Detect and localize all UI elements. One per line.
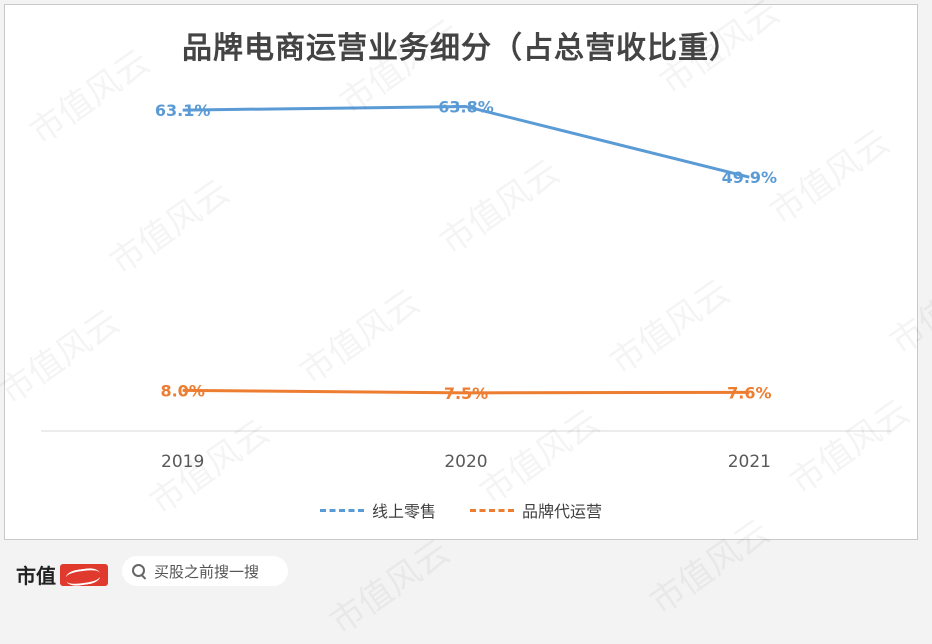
search-icon <box>132 564 146 578</box>
bottom-bar: 市值 买股之前搜一搜 <box>0 540 932 612</box>
legend-item-online-retail: 线上零售 <box>320 498 436 522</box>
legend-item-brand-operation: 品牌代运营 <box>470 498 602 522</box>
x-tick-label: 2021 <box>728 452 771 472</box>
brand-name: 市值 <box>16 560 56 589</box>
brand-logo-icon <box>60 564 108 586</box>
data-label: 63.8% <box>438 98 494 117</box>
x-tick-label: 2019 <box>161 452 204 472</box>
x-tick-label: 2020 <box>444 452 487 472</box>
data-label: 7.6% <box>727 383 771 402</box>
search-box[interactable]: 买股之前搜一搜 <box>122 556 288 586</box>
search-placeholder: 买股之前搜一搜 <box>154 561 259 582</box>
legend-swatch-brand-operation <box>470 509 514 512</box>
data-label: 7.5% <box>444 384 488 403</box>
chart-legend: 线上零售 品牌代运营 <box>5 498 917 522</box>
series-line-0 <box>183 107 750 178</box>
data-label: 8.0% <box>160 381 204 400</box>
legend-label-online-retail: 线上零售 <box>372 498 436 522</box>
legend-swatch-online-retail <box>320 509 364 512</box>
chart-card: 品牌电商运营业务细分（占总营收比重） 2019 2020 2021 63.1% 63.8… <box>4 4 918 540</box>
brand-logo[interactable]: 市值 <box>16 560 108 589</box>
data-label: 63.1% <box>155 101 211 120</box>
data-label: 49.9% <box>722 168 778 187</box>
line-chart: 2019 2020 2021 63.1% 63.8% 49.9% 8.0% 7.5% 7.6% <box>5 5 917 539</box>
legend-label-brand-operation: 品牌代运营 <box>522 498 602 522</box>
